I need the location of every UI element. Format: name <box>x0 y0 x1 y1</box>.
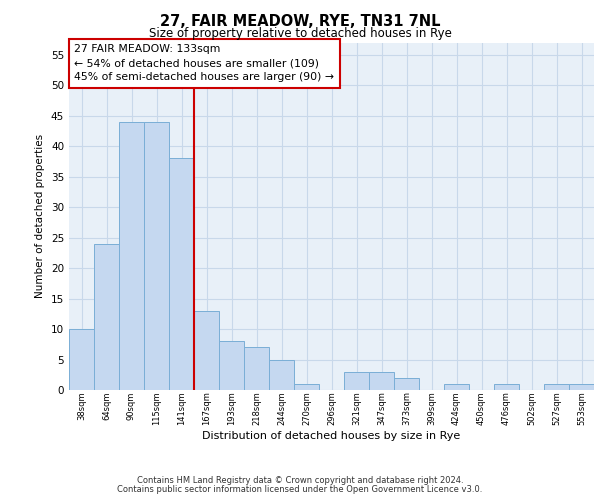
Bar <box>144 122 169 390</box>
Bar <box>444 384 469 390</box>
Text: Contains HM Land Registry data © Crown copyright and database right 2024.: Contains HM Land Registry data © Crown c… <box>137 476 463 485</box>
Bar <box>244 348 269 390</box>
Bar <box>194 310 219 390</box>
Text: 27, FAIR MEADOW, RYE, TN31 7NL: 27, FAIR MEADOW, RYE, TN31 7NL <box>160 14 440 29</box>
Bar <box>69 329 94 390</box>
Bar <box>119 122 144 390</box>
Bar <box>394 378 419 390</box>
Bar <box>344 372 369 390</box>
Bar <box>569 384 594 390</box>
Bar <box>294 384 319 390</box>
Text: Contains public sector information licensed under the Open Government Licence v3: Contains public sector information licen… <box>118 485 482 494</box>
Y-axis label: Number of detached properties: Number of detached properties <box>35 134 46 298</box>
Text: 27 FAIR MEADOW: 133sqm
← 54% of detached houses are smaller (109)
45% of semi-de: 27 FAIR MEADOW: 133sqm ← 54% of detached… <box>74 44 334 82</box>
Text: Size of property relative to detached houses in Rye: Size of property relative to detached ho… <box>149 28 451 40</box>
X-axis label: Distribution of detached houses by size in Rye: Distribution of detached houses by size … <box>202 431 461 441</box>
Bar <box>94 244 119 390</box>
Bar <box>544 384 569 390</box>
Bar <box>169 158 194 390</box>
Bar <box>494 384 519 390</box>
Bar <box>269 360 294 390</box>
Bar <box>219 341 244 390</box>
Bar <box>369 372 394 390</box>
